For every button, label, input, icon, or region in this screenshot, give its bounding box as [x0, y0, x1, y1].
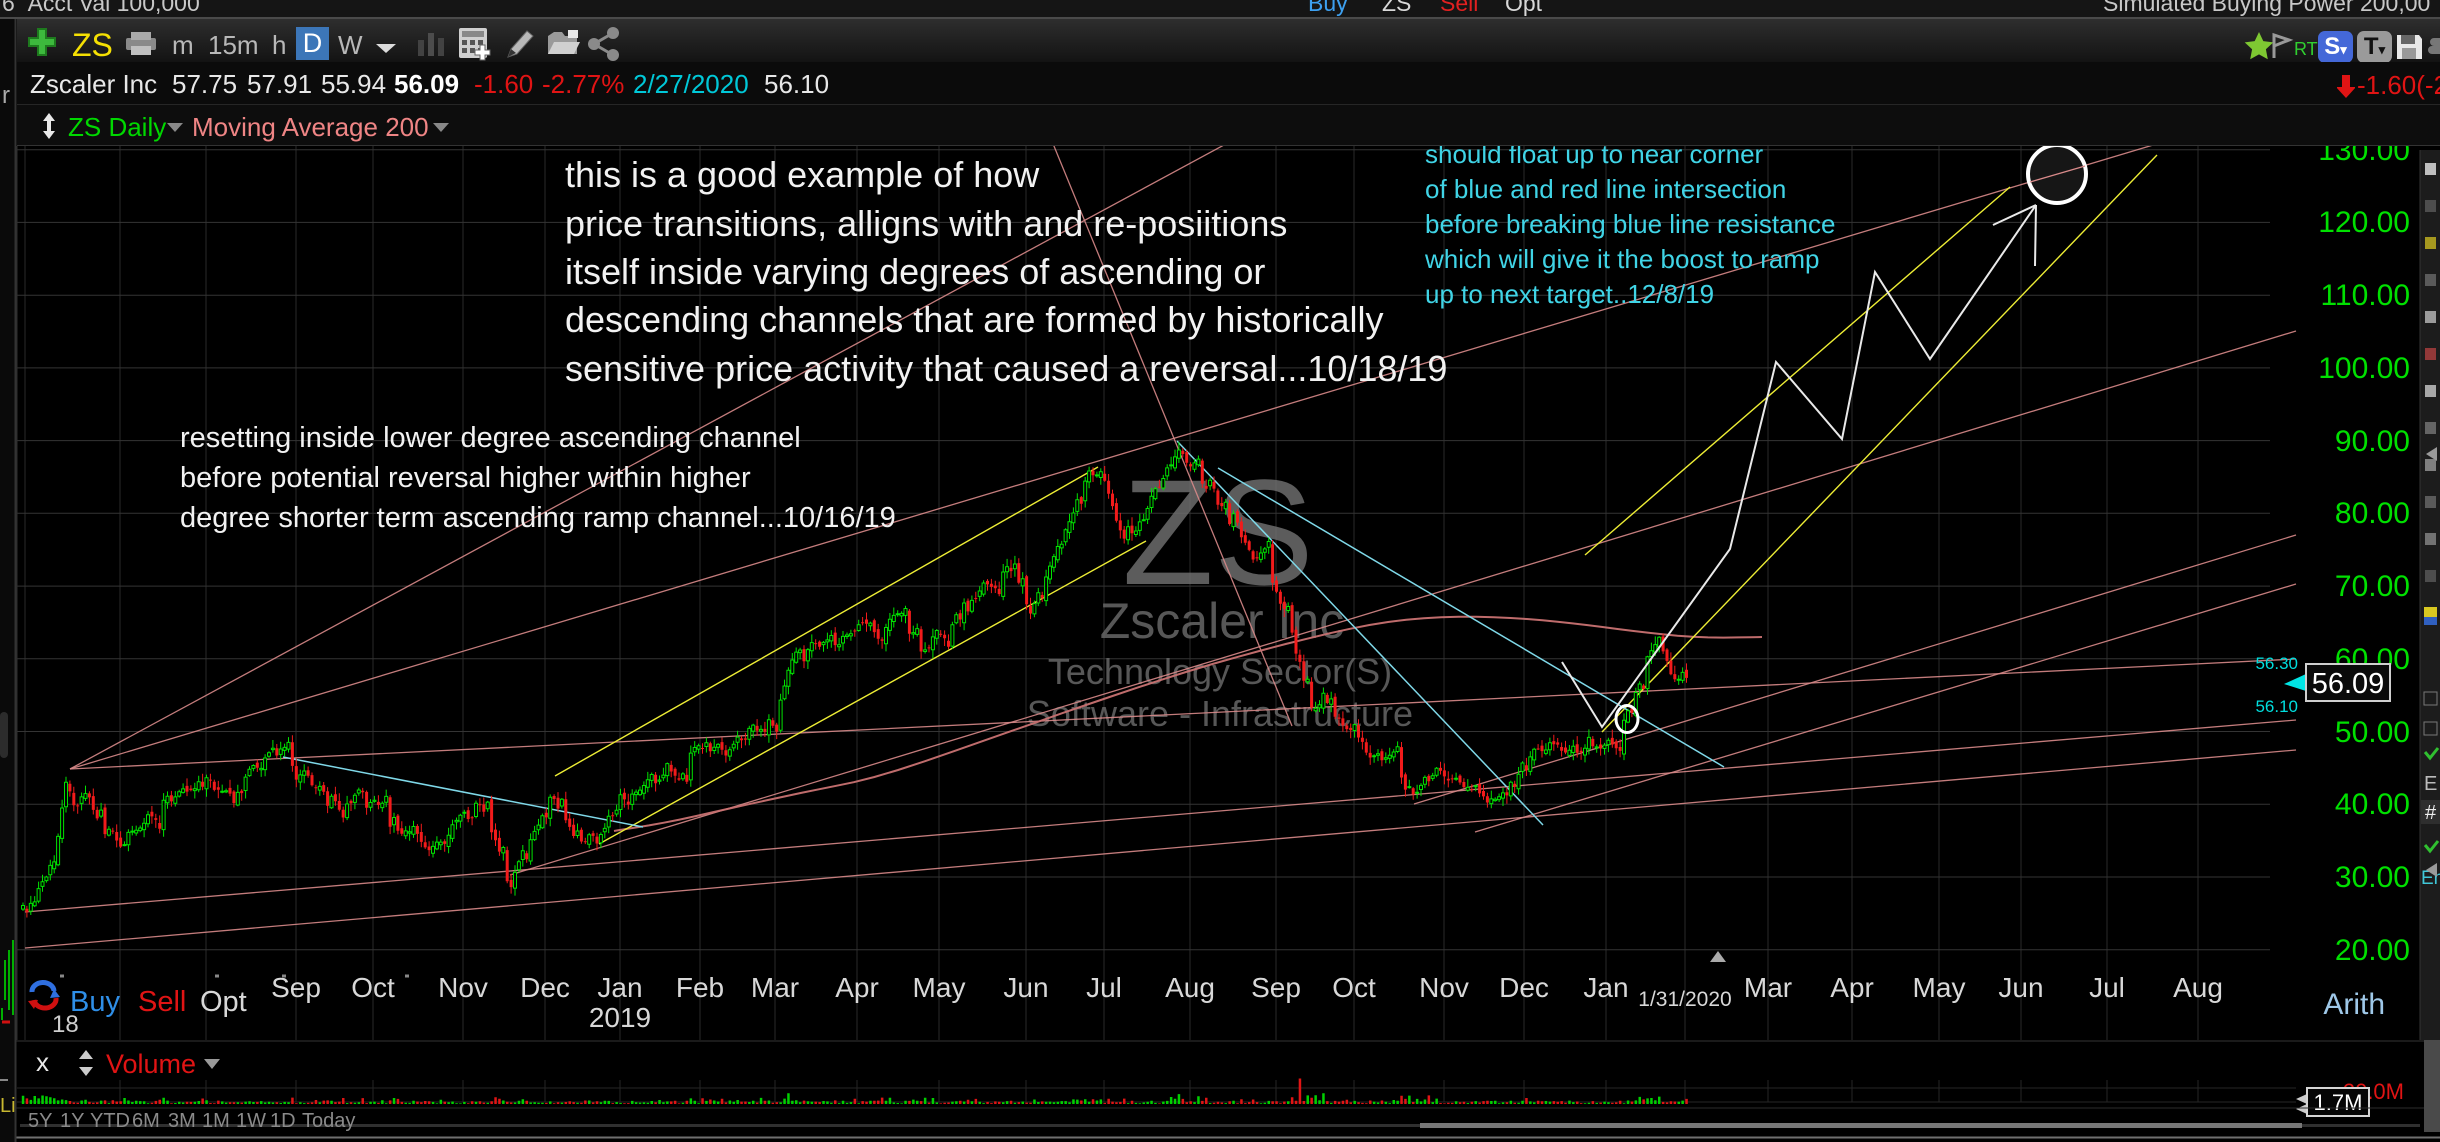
svg-text:3M: 3M	[168, 1110, 196, 1132]
svg-text:Jul: Jul	[1086, 972, 1122, 1003]
svg-text:Jan: Jan	[1583, 972, 1628, 1003]
svg-text:Sep: Sep	[1251, 972, 1301, 1003]
svg-text:1Y: 1Y	[60, 1110, 84, 1132]
svg-text:100.00: 100.00	[2318, 352, 2410, 385]
svg-text:50.00: 50.00	[2335, 716, 2410, 749]
svg-text:90.00: 90.00	[2335, 425, 2410, 458]
svg-text:May: May	[913, 972, 966, 1003]
svg-text:56.30: 56.30	[2255, 654, 2298, 673]
svg-text:May: May	[1913, 972, 1966, 1003]
svg-text:Jun: Jun	[1998, 972, 2043, 1003]
svg-text:r: r	[2, 82, 10, 109]
svg-text:degree shorter term ascending: degree shorter term ascending ramp chann…	[180, 502, 896, 534]
svg-text:30.00: 30.00	[2335, 861, 2410, 894]
svg-text:120.00: 120.00	[2318, 206, 2410, 239]
svg-text:itself inside varying degrees: itself inside varying degrees of ascendi…	[565, 251, 1265, 292]
svg-text:56.09: 56.09	[2312, 668, 2385, 700]
svg-text:70.00: 70.00	[2335, 570, 2410, 603]
svg-text:#: #	[2425, 802, 2437, 824]
svg-text:which will give it the boost t: which will give it the boost to ramp	[1424, 244, 1820, 274]
svg-text:Volume: Volume	[106, 1049, 196, 1079]
svg-text:110.00: 110.00	[2320, 279, 2410, 312]
svg-text:up to next target..12/8/19: up to next target..12/8/19	[1425, 279, 1714, 309]
svg-text:Apr: Apr	[1830, 972, 1874, 1003]
svg-text:descending channels that are f: descending channels that are formed by h…	[565, 299, 1383, 340]
svg-text:Mar: Mar	[751, 972, 799, 1003]
svg-text:Nov: Nov	[1419, 972, 1469, 1003]
svg-text:Sell: Sell	[138, 986, 186, 1018]
svg-text:Aug: Aug	[2173, 972, 2223, 1003]
svg-text:6M: 6M	[132, 1110, 160, 1132]
svg-text:Opt: Opt	[200, 986, 247, 1018]
svg-text:20.00: 20.00	[2335, 934, 2410, 967]
svg-text:Nov: Nov	[438, 972, 488, 1003]
svg-text:ZS: ZS	[1122, 448, 1314, 616]
svg-text:of blue and red line intersect: of blue and red line intersection	[1425, 174, 1786, 204]
svg-text:YTD: YTD	[90, 1110, 130, 1132]
svg-text:Sep: Sep	[271, 972, 321, 1003]
svg-text:18: 18	[52, 1011, 79, 1038]
svg-text:Mar: Mar	[1744, 972, 1792, 1003]
svg-text:Zscaler Inc: Zscaler Inc	[1100, 593, 1345, 649]
svg-text:price transitions, alligns wit: price transitions, alligns with and re-p…	[565, 203, 1287, 244]
svg-text:1.7M: 1.7M	[2314, 1090, 2363, 1115]
svg-text:5Y: 5Y	[28, 1110, 52, 1132]
svg-text:this is a good example of how: this is a good example of how	[565, 154, 1040, 195]
svg-text:E: E	[2424, 773, 2437, 795]
svg-text:2019: 2019	[589, 1002, 651, 1033]
svg-text:Apr: Apr	[835, 972, 879, 1003]
svg-text:Feb: Feb	[676, 972, 724, 1003]
svg-text:Oct: Oct	[1332, 972, 1376, 1003]
svg-text:1W: 1W	[236, 1110, 266, 1132]
svg-text:1D: 1D	[270, 1110, 296, 1132]
svg-text:Dec: Dec	[520, 972, 570, 1003]
svg-text:Software - Infrastructure: Software - Infrastructure	[1027, 693, 1413, 734]
svg-text:Buy: Buy	[70, 986, 120, 1018]
svg-text:Dec: Dec	[1499, 972, 1549, 1003]
svg-text:1/31/2020: 1/31/2020	[1638, 988, 1731, 1011]
svg-text:Li: Li	[0, 1095, 16, 1117]
svg-text:before breaking blue line resi: before breaking blue line resistance	[1425, 209, 1835, 239]
svg-text:Jul: Jul	[2089, 972, 2125, 1003]
svg-text:sensitive price activity that: sensitive price activity that caused a r…	[565, 348, 1447, 389]
svg-text:Jan: Jan	[597, 972, 642, 1003]
svg-text:resetting inside lower degree: resetting inside lower degree ascending …	[180, 422, 801, 454]
svg-text:Jun: Jun	[1003, 972, 1048, 1003]
svg-text:56.10: 56.10	[2255, 697, 2298, 716]
svg-text:40.00: 40.00	[2335, 788, 2410, 821]
svg-text:Arith: Arith	[2323, 988, 2385, 1021]
svg-text:1M: 1M	[202, 1110, 230, 1132]
svg-text:Aug: Aug	[1165, 972, 1215, 1003]
svg-text:Oct: Oct	[351, 972, 395, 1003]
svg-text:before potential reversal high: before potential reversal higher within …	[180, 462, 751, 494]
svg-text:Technology Sector(S): Technology Sector(S)	[1048, 651, 1392, 692]
svg-text:x: x	[36, 1047, 49, 1077]
svg-text:Today: Today	[302, 1110, 355, 1132]
svg-text:80.00: 80.00	[2335, 497, 2410, 530]
